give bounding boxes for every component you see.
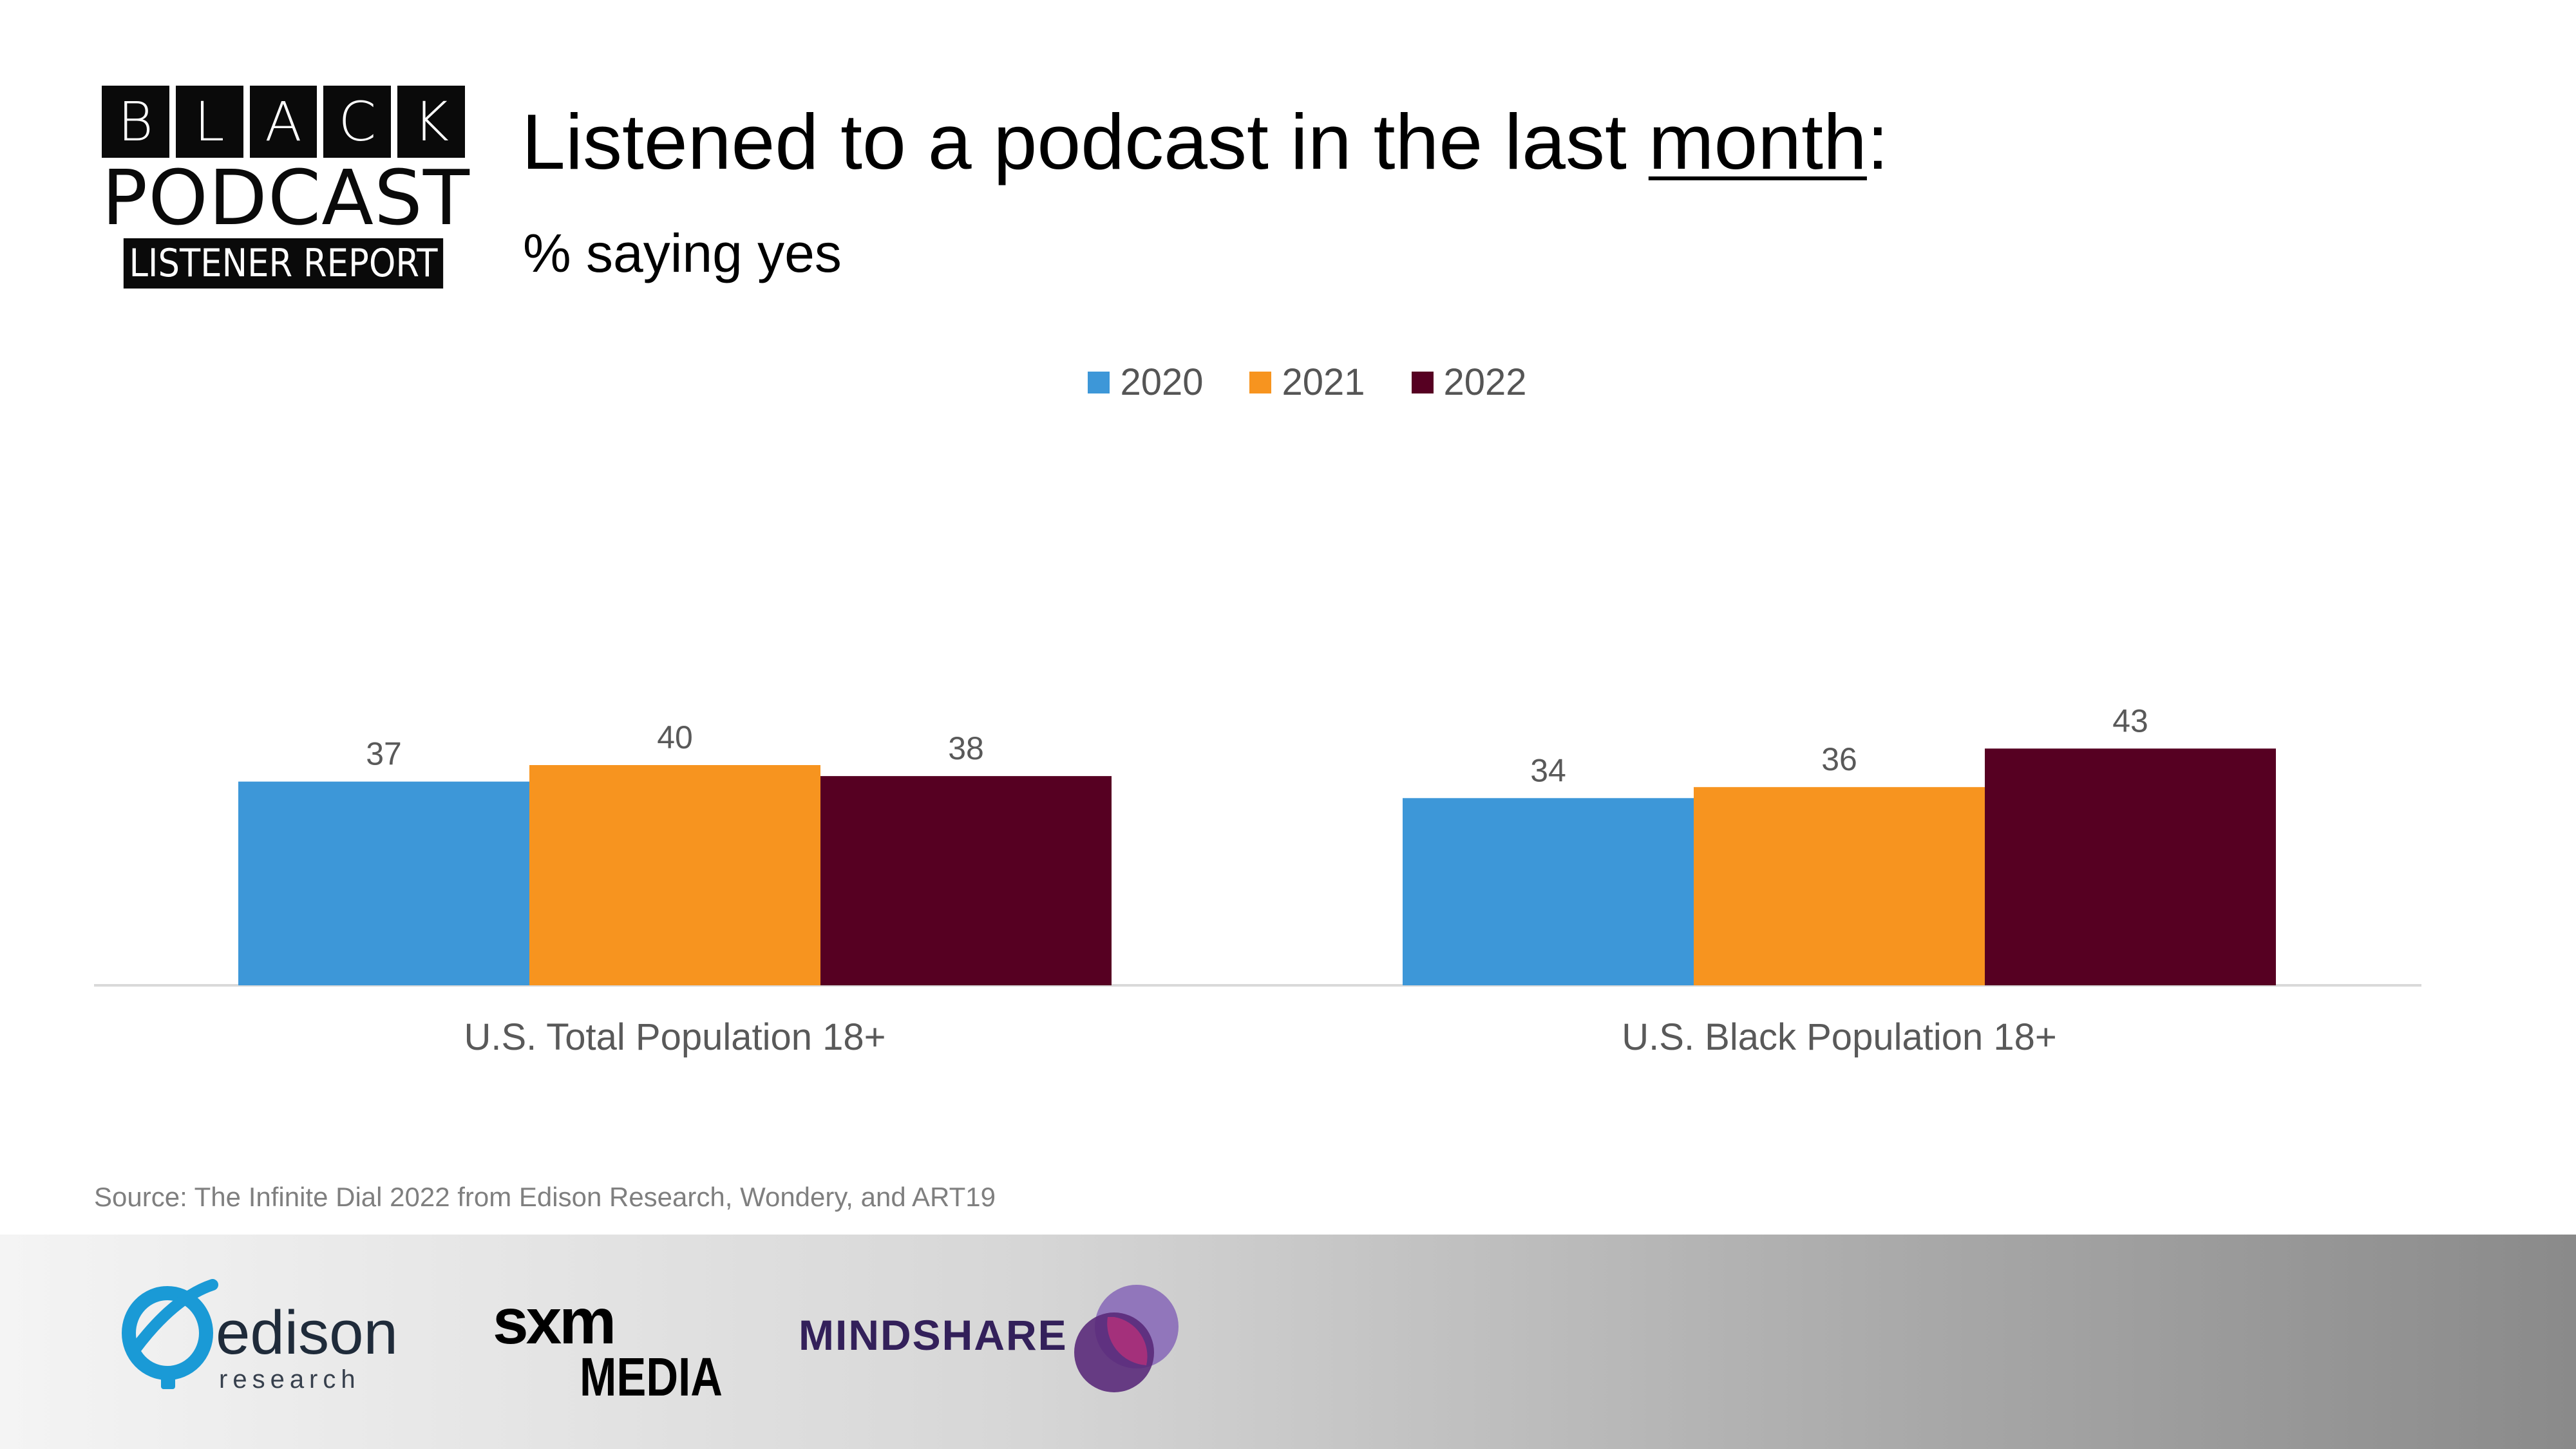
bar-2022-total [820, 776, 1112, 985]
brand-letter: K [397, 86, 465, 158]
bar-2020-total [238, 781, 529, 985]
bar-2022-black [1985, 748, 2276, 985]
brand-podcast-word: PODCAST [102, 153, 470, 242]
legend-swatch-2022 [1411, 371, 1434, 393]
mindshare-wordmark: MINDSHARE [799, 1311, 1068, 1359]
data-label: 37 [366, 736, 402, 772]
category-label-group: U.S. Total Population 18+ U.S. Black Popu… [464, 1016, 2056, 1058]
category-label: U.S. Total Population 18+ [464, 1016, 886, 1058]
brand-letter: C [323, 86, 392, 158]
brand-letter: A [249, 86, 317, 158]
data-label: 43 [2112, 703, 2148, 739]
edison-swirl-icon [122, 1279, 218, 1389]
data-label: 38 [948, 730, 984, 766]
bar-2020-black [1403, 798, 1694, 985]
bar-group [238, 748, 2276, 985]
chart-legend: 2020 2021 2022 [0, 361, 2576, 404]
legend-item-2021: 2021 [1249, 361, 1365, 404]
sxm-media-word: MEDIA [580, 1347, 723, 1407]
brand-letter-row: B L A C K [102, 86, 465, 158]
brand-letter: L [175, 86, 243, 158]
data-label: 36 [1821, 741, 1857, 777]
brand-report-banner: LISTENER REPORT 2.0 [123, 238, 444, 336]
edison-subtext: research [219, 1365, 361, 1394]
legend-item-2020: 2020 [1088, 361, 1203, 404]
category-label: U.S. Black Population 18+ [1622, 1016, 2056, 1058]
footer-band [0, 1235, 2576, 1449]
sxm-media-logo: sxm MEDIA [493, 1285, 723, 1414]
sxm-wordmark: sxm [493, 1285, 616, 1358]
source-note: Source: The Infinite Dial 2022 from Edis… [94, 1182, 996, 1212]
edison-research-logo: edison research [116, 1272, 398, 1401]
data-label: 40 [657, 719, 693, 755]
black-podcast-logo: B L A C K PODCAST LISTENER REPORT 2.0 [102, 86, 470, 336]
title-emphasis: month [1648, 98, 1867, 185]
legend-label-2020: 2020 [1120, 361, 1204, 403]
title-suffix: : [1866, 98, 1889, 185]
mindshare-circles-icon [1074, 1285, 1179, 1392]
legend-swatch-2020 [1088, 371, 1110, 393]
bar-2021-total [529, 765, 820, 985]
legend-swatch-2021 [1249, 371, 1272, 393]
title-prefix: Listened to a podcast in the last [522, 98, 1649, 185]
edison-wordmark: edison [216, 1298, 398, 1367]
chart-title: Listened to a podcast in the last month: [522, 97, 1889, 187]
brand-letter: B [102, 86, 169, 158]
bar-2021-black [1694, 787, 1985, 985]
data-label: 34 [1530, 752, 1566, 788]
legend-label-2021: 2021 [1282, 361, 1365, 403]
legend-label-2022: 2022 [1443, 361, 1527, 403]
data-label-group: 37 40 38 34 36 43 [366, 703, 2148, 788]
mindshare-logo: MINDSHARE [799, 1282, 1185, 1404]
chart-subtitle: % saying yes [523, 223, 842, 283]
legend-item-2022: 2022 [1411, 361, 1527, 404]
